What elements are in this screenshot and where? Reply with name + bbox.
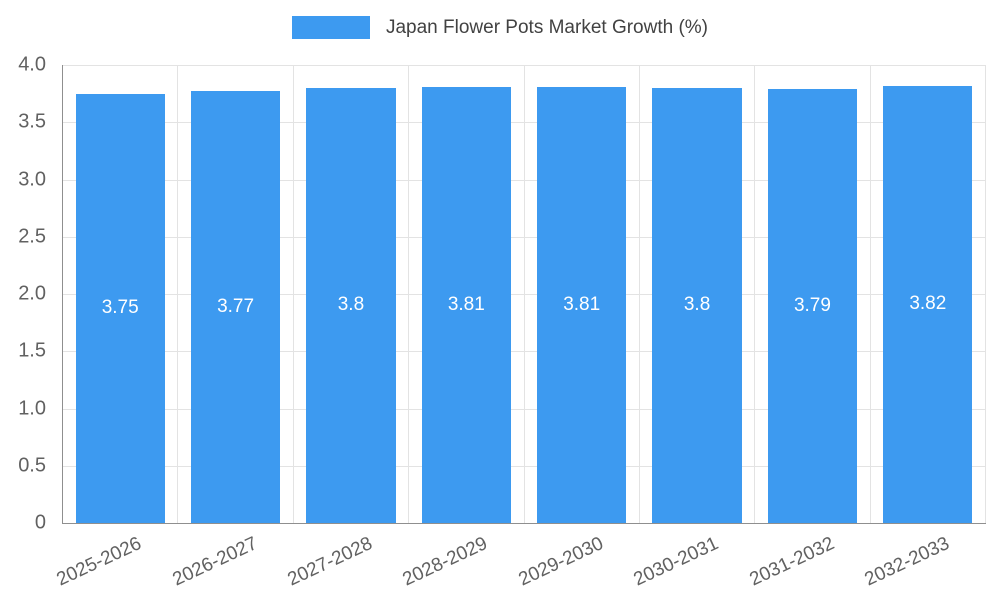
x-tick-label: 2025-2026 [53,533,146,591]
bar: 3.8 [652,87,742,523]
x-tick-label: 2026-2027 [169,533,261,591]
bar-value-label: 3.81 [563,293,601,315]
bar: 3.81 [421,86,511,523]
gridline [63,65,986,66]
category-cell: 3.82 2032-2033 [861,65,986,590]
legend-label: Japan Flower Pots Market Growth (%) [385,16,709,38]
y-tick-label: 2.0 [18,282,46,305]
x-tick-label: 2032-2033 [861,533,953,591]
x-tick-label: 2031-2032 [746,533,838,591]
y-tick-label: 3.5 [18,110,46,133]
x-tick-label: 2029-2030 [515,533,607,591]
bar: 3.77 [190,91,281,523]
y-tick-label: 1.0 [18,397,46,419]
bar-value-label: 3.75 [101,297,139,319]
x-tick-label: 2028-2029 [399,533,492,591]
bar: 3.81 [537,86,627,523]
gridline [63,294,986,295]
gridline [63,351,986,353]
gridline [63,465,986,467]
x-tick-label: 2027-2028 [284,533,376,591]
y-tick-label: 1.5 [18,339,46,362]
category-cell: 3.8 2027-2028 [285,65,410,590]
bar-value-label: 3.8 [337,294,365,316]
gridline [63,236,986,238]
y-tick-label: 2.5 [18,225,46,248]
bar-value-label: 3.81 [447,293,485,315]
plot-area: 3.75 2025-2026 3.77 2026-2027 3.8 2027-2028 3.… [54,65,986,590]
category-cell: 3.75 2025-2026 [54,65,179,590]
x-tick-label: 2030-2031 [630,533,722,591]
y-axis-labels: 4.0 3.5 3.0 2.5 2.0 1.5 1.0 0.5 0 [0,54,54,534]
category-cell: 3.8 2030-2031 [631,65,756,590]
gridline [63,122,986,124]
category-cell: 3.79 2031-2032 [746,65,871,590]
bar: 3.75 [75,93,165,523]
category-cell: 3.77 2026-2027 [169,65,294,590]
bar-value-label: 3.82 [909,293,947,315]
legend-swatch [291,16,370,39]
bars-container: 3.75 2025-2026 3.77 2026-2027 3.8 2027-2028 3.… [54,65,986,590]
bar: 3.82 [883,85,973,523]
bar: 3.79 [767,89,858,523]
bar: 3.8 [306,87,396,523]
gridline [63,179,986,181]
bar-value-label: 3.77 [217,296,255,318]
bar-value-label: 3.8 [683,294,711,316]
gridline [63,408,986,410]
y-tick-label: 3.0 [18,168,46,190]
y-tick-label: 4.0 [18,53,46,76]
category-cell: 3.81 2028-2029 [400,65,525,590]
bar-value-label: 3.79 [793,295,831,317]
legend: Japan Flower Pots Market Growth (%) [0,16,1000,39]
y-tick-label: 0 [34,511,46,534]
category-cell: 3.81 2029-2030 [515,65,640,590]
y-tick-label: 0.5 [18,454,46,477]
